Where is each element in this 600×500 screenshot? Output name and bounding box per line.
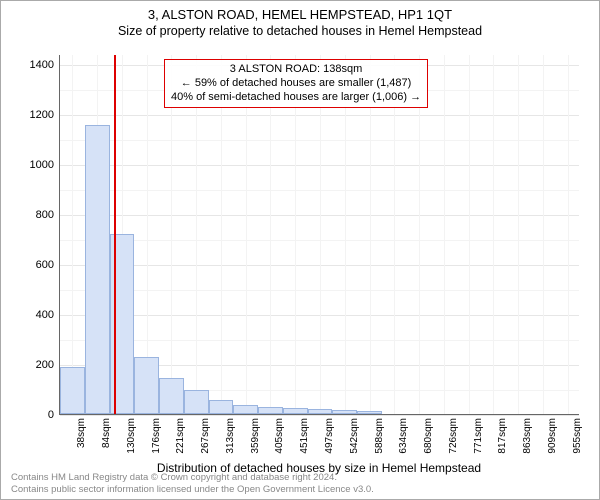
- gridline-v: [246, 55, 247, 414]
- y-tick-label: 200: [10, 359, 60, 371]
- gridline-v: [196, 55, 197, 414]
- histogram-bar: [258, 407, 283, 415]
- gridline-v: [295, 55, 296, 414]
- chart-subtitle: Size of property relative to detached ho…: [1, 22, 599, 42]
- x-tick-label: 542sqm: [349, 418, 360, 454]
- histogram-bar: [85, 125, 110, 414]
- gridline-v: [171, 55, 172, 414]
- reference-line: [114, 55, 116, 414]
- annotation-line: 40% of semi-detached houses are larger (…: [171, 91, 421, 105]
- x-tick-label: 634sqm: [398, 418, 409, 454]
- gridline-v: [568, 55, 569, 414]
- plot: 020040060080010001200140038sqm84sqm130sq…: [59, 55, 579, 415]
- gridline-v: [72, 55, 73, 414]
- x-tick-label: 84sqm: [101, 418, 112, 448]
- gridline-v: [394, 55, 395, 414]
- x-tick-label: 267sqm: [200, 418, 211, 454]
- x-tick-label: 176sqm: [151, 418, 162, 454]
- x-tick-label: 405sqm: [274, 418, 285, 454]
- y-tick-label: 1400: [10, 59, 60, 71]
- histogram-bar: [308, 409, 333, 414]
- x-tick-label: 313sqm: [225, 418, 236, 454]
- x-tick-label: 771sqm: [473, 418, 484, 454]
- histogram-bar: [159, 378, 184, 414]
- x-tick-label: 817sqm: [497, 418, 508, 454]
- chart-container: { "title": "3, ALSTON ROAD, HEMEL HEMPST…: [0, 0, 600, 500]
- histogram-bar: [357, 411, 382, 415]
- gridline-v: [543, 55, 544, 414]
- y-tick-label: 600: [10, 259, 60, 271]
- y-tick-label: 0: [10, 409, 60, 421]
- x-tick-label: 955sqm: [572, 418, 583, 454]
- x-tick-label: 909sqm: [547, 418, 558, 454]
- plot-area: Number of detached properties 0200400600…: [59, 55, 579, 415]
- x-tick-label: 680sqm: [423, 418, 434, 454]
- gridline-v: [370, 55, 371, 414]
- gridline-v: [469, 55, 470, 414]
- x-tick-label: 221sqm: [175, 418, 186, 454]
- x-tick-label: 359sqm: [250, 418, 261, 454]
- x-tick-label: 726sqm: [448, 418, 459, 454]
- histogram-bar: [184, 390, 209, 414]
- histogram-bar: [209, 400, 234, 414]
- annotation-line: 3 ALSTON ROAD: 138sqm: [171, 63, 421, 77]
- gridline-v: [444, 55, 445, 414]
- x-tick-label: 497sqm: [324, 418, 335, 454]
- gridline-v: [221, 55, 222, 414]
- annotation-line: ← 59% of detached houses are smaller (1,…: [171, 77, 421, 91]
- y-tick-label: 400: [10, 309, 60, 321]
- histogram-bar: [233, 405, 258, 414]
- histogram-bar: [134, 357, 159, 415]
- footer-line-2: Contains public sector information licen…: [11, 484, 374, 495]
- gridline-v: [345, 55, 346, 414]
- x-tick-label: 863sqm: [522, 418, 533, 454]
- gridline-v: [419, 55, 420, 414]
- x-tick-label: 588sqm: [374, 418, 385, 454]
- gridline-h: [60, 415, 579, 416]
- histogram-bar: [283, 408, 308, 414]
- gridline-v: [518, 55, 519, 414]
- annotation-box: 3 ALSTON ROAD: 138sqm← 59% of detached h…: [164, 59, 428, 108]
- y-tick-label: 800: [10, 209, 60, 221]
- x-tick-label: 130sqm: [126, 418, 137, 454]
- y-tick-label: 1000: [10, 159, 60, 171]
- x-tick-label: 451sqm: [299, 418, 310, 454]
- gridline-v: [320, 55, 321, 414]
- x-tick-label: 38sqm: [76, 418, 87, 448]
- histogram-bar: [60, 367, 85, 415]
- histogram-bar: [332, 410, 357, 415]
- attribution-footer: Contains HM Land Registry data © Crown c…: [11, 472, 374, 495]
- y-tick-label: 1200: [10, 109, 60, 121]
- footer-line-1: Contains HM Land Registry data © Crown c…: [11, 472, 374, 483]
- gridline-v: [270, 55, 271, 414]
- page-title: 3, ALSTON ROAD, HEMEL HEMPSTEAD, HP1 1QT: [1, 1, 599, 22]
- gridline-v: [493, 55, 494, 414]
